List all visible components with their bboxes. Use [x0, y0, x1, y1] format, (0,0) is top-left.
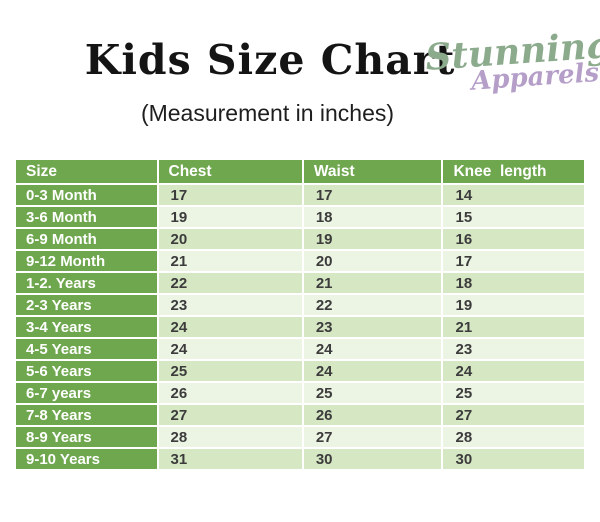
size-cell: 4-5 Years	[14, 337, 159, 361]
chest-cell: 25	[156, 359, 304, 383]
table-row: 1-2. Years 22 21 18	[14, 271, 586, 295]
knee-cell: 19	[441, 293, 586, 317]
chest-cell: 23	[156, 293, 304, 317]
waist-cell: 21	[301, 271, 444, 295]
chest-cell: 19	[156, 205, 304, 229]
table-row: 7-8 Years 27 26 27	[14, 403, 586, 427]
chest-cell: 24	[156, 315, 304, 339]
size-cell: 3-6 Month	[14, 205, 159, 229]
table-row: 2-3 Years 23 22 19	[14, 293, 586, 317]
waist-cell: 30	[301, 447, 444, 471]
chest-cell: 20	[156, 227, 304, 251]
knee-cell: 24	[441, 359, 586, 383]
chest-cell: 28	[156, 425, 304, 449]
knee-cell: 15	[441, 205, 586, 229]
waist-cell: 24	[301, 337, 444, 361]
chest-cell: 17	[156, 183, 304, 207]
waist-cell: 27	[301, 425, 444, 449]
knee-cell: 25	[441, 381, 586, 405]
brand-logo-line2: Apparels	[470, 57, 600, 97]
table-row: 0-3 Month 17 17 14	[14, 183, 586, 207]
waist-cell: 26	[301, 403, 444, 427]
knee-cell: 23	[441, 337, 586, 361]
knee-cell: 14	[441, 183, 586, 207]
size-cell: 9-10 Years	[14, 447, 159, 471]
knee-cell: 18	[441, 271, 586, 295]
table-row: 3-4 Years 24 23 21	[14, 315, 586, 339]
table-row: 6-9 Month 20 19 16	[14, 227, 586, 251]
column-header-chest: Chest	[156, 158, 304, 185]
size-cell: 2-3 Years	[14, 293, 159, 317]
table-header-row: Size Chest Waist Knee length	[14, 158, 586, 185]
column-header-size: Size	[14, 158, 159, 185]
table-row: 3-6 Month 19 18 15	[14, 205, 586, 229]
knee-cell: 21	[441, 315, 586, 339]
knee-cell: 16	[441, 227, 586, 251]
size-cell: 6-7 years	[14, 381, 159, 405]
waist-cell: 24	[301, 359, 444, 383]
waist-cell: 17	[301, 183, 444, 207]
column-header-waist: Waist	[301, 158, 444, 185]
waist-cell: 18	[301, 205, 444, 229]
knee-cell: 17	[441, 249, 586, 273]
chest-cell: 27	[156, 403, 304, 427]
size-table-body: 0-3 Month 17 17 14 3-6 Month 19 18 15 6-9 Month 2…	[14, 183, 586, 471]
size-cell: 1-2. Years	[14, 271, 159, 295]
knee-cell: 27	[441, 403, 586, 427]
chest-cell: 22	[156, 271, 304, 295]
waist-cell: 23	[301, 315, 444, 339]
chest-cell: 26	[156, 381, 304, 405]
table-row: 9-10 Years 31 30 30	[14, 447, 586, 471]
size-cell: 6-9 Month	[14, 227, 159, 251]
table-row: 6-7 years 26 25 25	[14, 381, 586, 405]
size-cell: 8-9 Years	[14, 425, 159, 449]
size-cell: 3-4 Years	[14, 315, 159, 339]
brand-logo: Stunning Apparels	[424, 24, 600, 98]
size-table: Size Chest Waist Knee length 0-3 Month 17…	[14, 158, 586, 471]
waist-cell: 20	[301, 249, 444, 273]
size-cell: 5-6 Years	[14, 359, 159, 383]
chest-cell: 24	[156, 337, 304, 361]
waist-cell: 19	[301, 227, 444, 251]
page-subtitle: (Measurement in inches)	[140, 100, 395, 126]
chest-cell: 21	[156, 249, 304, 273]
column-header-knee-length: Knee length	[441, 158, 586, 185]
waist-cell: 22	[301, 293, 444, 317]
table-row: 5-6 Years 25 24 24	[14, 359, 586, 383]
knee-cell: 30	[441, 447, 586, 471]
waist-cell: 25	[301, 381, 444, 405]
knee-cell: 28	[441, 425, 586, 449]
page-title: Kids Size Chart	[84, 36, 456, 84]
table-row: 9-12 Month 21 20 17	[14, 249, 586, 273]
size-cell: 9-12 Month	[14, 249, 159, 273]
size-cell: 0-3 Month	[14, 183, 159, 207]
table-row: 8-9 Years 28 27 28	[14, 425, 586, 449]
chest-cell: 31	[156, 447, 304, 471]
size-chart-table: Size Chest Waist Knee length 0-3 Month 17…	[14, 158, 586, 471]
table-row: 4-5 Years 24 24 23	[14, 337, 586, 361]
size-cell: 7-8 Years	[14, 403, 159, 427]
